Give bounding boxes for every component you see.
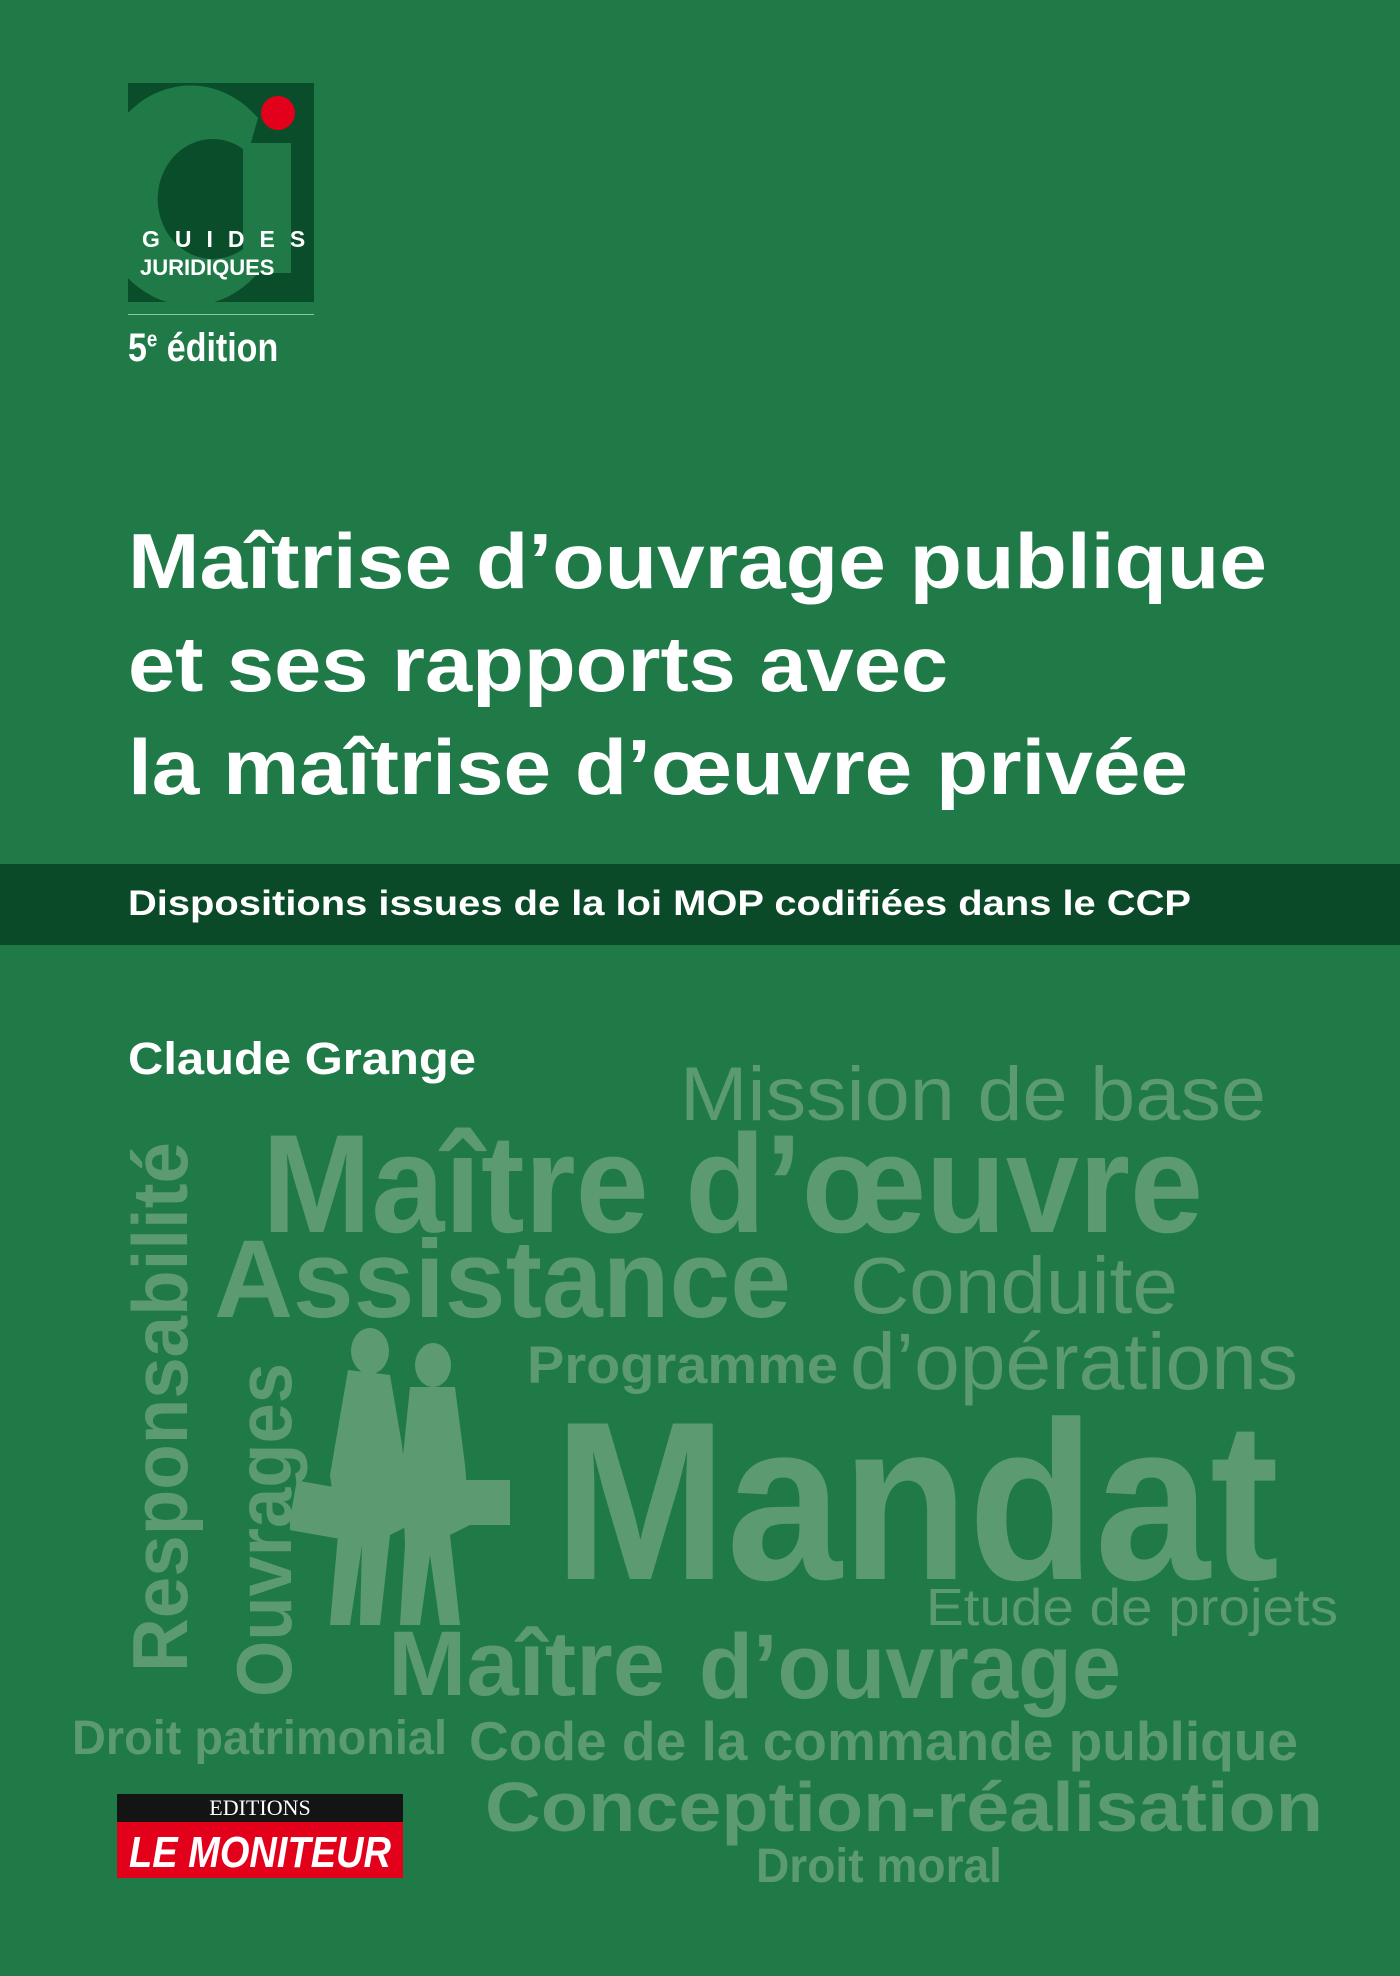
guides-juridiques-logo: GUIDES JURIDIQUES — [128, 83, 314, 302]
publisher-logo-name: LE MONITEUR — [117, 1822, 403, 1878]
word-operations: d’opérations — [850, 1317, 1298, 1406]
subtitle: Dispositions issues de la loi MOP codifi… — [128, 884, 1191, 923]
businessmen-silhouette-icon — [290, 1328, 510, 1625]
word-mission-de-base: Mission de base — [680, 1052, 1266, 1137]
word-etude-de-projets: Etude de projets — [926, 1579, 1338, 1637]
publisher-logo-top: EDITIONS — [117, 1794, 403, 1822]
logo-guides: GUIDES — [142, 226, 314, 252]
gj-logo-mark-icon — [128, 85, 295, 302]
publisher-name: LE MONITEUR — [129, 1828, 391, 1877]
word-mandat: Mandat — [554, 1374, 1279, 1627]
title-line-2: et ses rapports avec — [128, 620, 949, 708]
logo-divider — [128, 314, 314, 315]
word-ouvrages: Ouvrages — [220, 1363, 308, 1697]
word-maitre: Maître — [388, 1613, 665, 1715]
edition-label: 5e édition — [128, 326, 279, 370]
word-ouvrage: d’ouvrage — [699, 1616, 1121, 1718]
word-droit-patrimonial: Droit patrimonial — [72, 1712, 447, 1765]
word-conduite: Conduite — [850, 1241, 1178, 1330]
title-line-1: Maîtrise d’ouvrage publique — [128, 517, 1267, 605]
subtitle-band — [0, 864, 1400, 945]
word-maitre-oeuvre: Maître d’œuvre — [262, 1105, 1203, 1262]
word-conception-realisation: Conception-réalisation — [485, 1768, 1323, 1846]
title-line-3: la maîtrise d’œuvre privée — [128, 723, 1188, 811]
logo-juridiques: JURIDIQUES — [140, 255, 275, 280]
publisher-editions: EDITIONS — [209, 1795, 311, 1820]
word-programme: Programme — [527, 1336, 838, 1395]
word-assistance: Assistance — [214, 1218, 791, 1341]
word-droit-moral: Droit moral — [756, 1840, 1002, 1893]
word-code-commande-publique: Code de la commande publique — [469, 1710, 1298, 1772]
author: Claude Grange — [128, 1033, 477, 1084]
word-responsabilite: Responsabilité — [116, 1142, 204, 1672]
